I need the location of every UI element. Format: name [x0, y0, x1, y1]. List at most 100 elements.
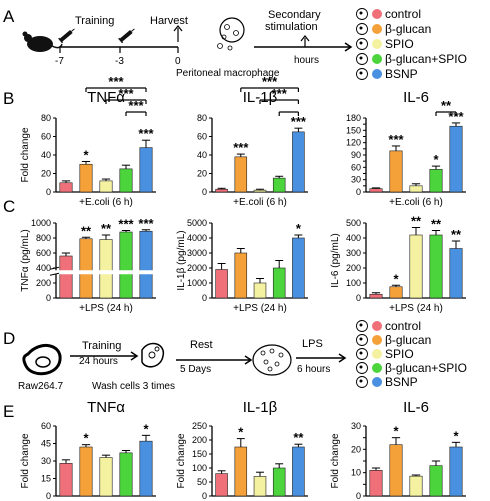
- y-tick-label: 200: [36, 278, 51, 288]
- bracket-label: ***: [128, 98, 144, 113]
- stimulation-arrow-head: [344, 42, 353, 52]
- bar-β-glucan+SPIO: [429, 169, 443, 193]
- y-tick-label: 80: [197, 113, 207, 123]
- chart-c-4: 0 1000 2000 3000 4000 5000 * IL-1β (pg/mL) +LPS …: [176, 218, 308, 314]
- bar-β-glucan+SPIO: [119, 168, 133, 193]
- bar-SPIO: [253, 282, 267, 299]
- legend-cell-nucleus: [359, 379, 363, 383]
- dish-icon-a: [217, 17, 245, 51]
- chart-title: TNFα: [87, 399, 125, 416]
- x-axis-label: +LPS (24 h): [79, 303, 133, 314]
- x-axis-label: +E.coli (6 h): [389, 197, 443, 208]
- y-axis-label: TNFα (pg/mL): [20, 229, 31, 291]
- y-tick-label: 40: [41, 150, 51, 160]
- legend-cell-nucleus: [359, 56, 363, 60]
- chart-title: TNFα: [87, 89, 125, 106]
- bar-BSNP: [292, 446, 305, 497]
- y-tick-label: 250: [192, 421, 207, 431]
- bar-BSNP: [449, 248, 463, 299]
- dish-icon-d: [252, 344, 292, 376]
- legend-cell-icon: [356, 348, 368, 360]
- significance-star: *: [143, 421, 149, 436]
- legend-swatch-3: [372, 54, 382, 64]
- arrow-d-2-head: [244, 355, 253, 365]
- axis-break: [50, 270, 158, 275]
- legend-swatch-4: [372, 69, 382, 79]
- bar-BSNP: [449, 125, 463, 193]
- y-tick-label: 0: [202, 491, 207, 501]
- significance-star: ***: [118, 217, 134, 232]
- x-axis-label: +E.coli (6 h): [233, 197, 287, 208]
- legend-cell-nucleus: [359, 351, 363, 355]
- bar-BSNP: [139, 147, 153, 193]
- harvest-arrow-head: [173, 25, 183, 32]
- days-label: 5 Days: [180, 364, 211, 375]
- x-axis-label: +E.coli (6 h): [79, 197, 133, 208]
- bar-β-glucan+SPIO: [119, 231, 133, 299]
- significance-star: *: [238, 425, 244, 440]
- y-axis-label: Fold change: [20, 433, 31, 488]
- bar-β-glucan: [389, 286, 403, 299]
- y-tick-label: 40: [197, 150, 207, 160]
- syringe-icon-1: [58, 28, 75, 44]
- lps-label: LPS: [302, 338, 323, 350]
- bar-control: [59, 463, 73, 497]
- y-tick-label: 30: [41, 456, 51, 466]
- legend-cell-icon: [356, 362, 368, 374]
- axis-break-mark: [49, 272, 60, 276]
- hours-label: hours: [294, 55, 319, 66]
- legend-entry-3: β-glucan+SPIO: [385, 361, 467, 375]
- y-tick-label: 4000: [187, 233, 207, 243]
- bar-control: [369, 470, 383, 497]
- y-tick-label: 120: [346, 138, 361, 148]
- legend-entry-3: β-glucan+SPIO: [385, 52, 467, 66]
- panel-label-b: B: [3, 89, 14, 108]
- x-axis-label: +LPS (24 h): [389, 303, 443, 314]
- y-tick-label: 90: [351, 150, 361, 160]
- legend-swatch-0: [372, 9, 382, 19]
- y-tick-label: 60: [197, 132, 207, 142]
- y-tick-label: 0: [356, 293, 361, 303]
- cell-icon-d: [22, 344, 62, 376]
- legend-cell-icon: [356, 68, 368, 80]
- y-tick-label: 20: [41, 169, 51, 179]
- legend-entry-1: β-glucan: [385, 333, 431, 347]
- legend-swatch-2: [372, 349, 382, 359]
- hours6-label: 6 hours: [297, 364, 330, 375]
- significance-star: **: [293, 430, 304, 445]
- y-tick-label: 50: [197, 477, 207, 487]
- y-tick-label: 400: [346, 233, 361, 243]
- y-tick-label: 30: [351, 175, 361, 185]
- macrophage-label: Peritoneal macrophage: [176, 68, 280, 79]
- significance-star: **: [411, 214, 422, 229]
- legend-cell-nucleus: [359, 26, 363, 30]
- bar-β-glucan+SPIO: [272, 177, 286, 193]
- y-tick-label: 800: [36, 233, 51, 243]
- legend-cell-nucleus: [359, 71, 363, 75]
- rest-label: Rest: [190, 339, 213, 351]
- y-tick-label: 3000: [187, 248, 207, 258]
- significance-star: *: [393, 271, 399, 286]
- bar-control: [369, 188, 383, 193]
- legend-cell-icon: [356, 320, 368, 332]
- y-tick-label: 180: [346, 113, 361, 123]
- significance-star: ***: [138, 216, 154, 231]
- chart-title: IL-6: [403, 89, 429, 106]
- bar-β-glucan: [79, 446, 93, 497]
- bracket-label: **: [441, 98, 452, 113]
- legend-entry-0: control: [385, 319, 421, 333]
- stimulation-label: stimulation: [265, 21, 318, 33]
- significance-star: *: [83, 147, 89, 162]
- bar-SPIO: [253, 189, 267, 193]
- hours24-label: 24 hours: [79, 356, 118, 367]
- y-tick-label: 0: [202, 187, 207, 197]
- bar-β-glucan+SPIO: [272, 267, 286, 299]
- bar-control: [215, 473, 228, 497]
- chart-title: IL-1β: [243, 399, 278, 416]
